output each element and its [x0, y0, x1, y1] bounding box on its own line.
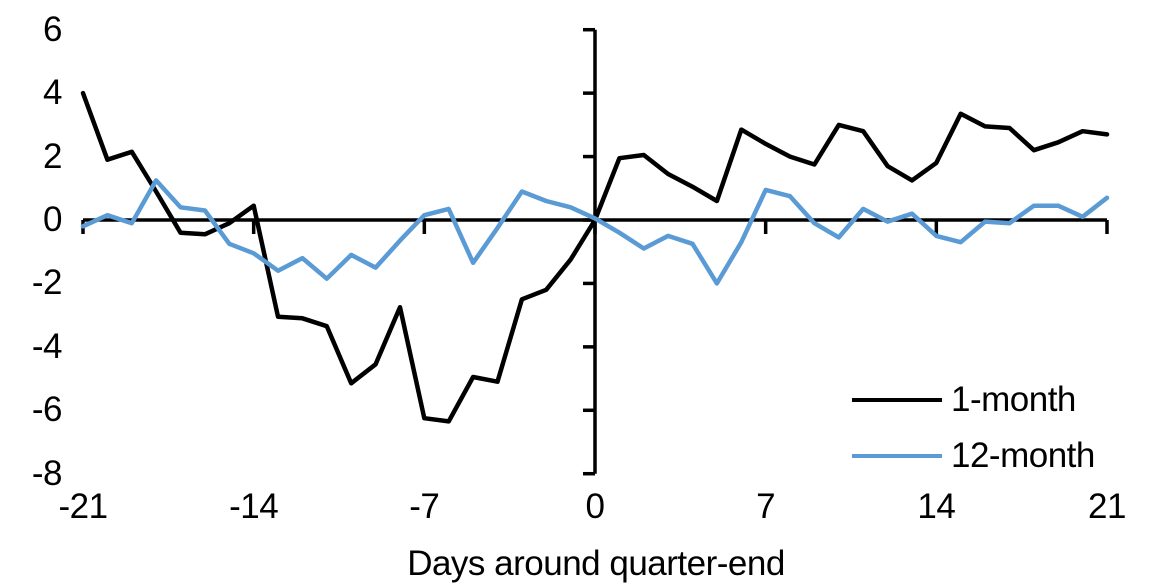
y-tick-label: 0 [43, 200, 62, 239]
x-tick-label: 14 [917, 487, 956, 526]
y-tick-label: -2 [31, 263, 63, 303]
y-tick-label: 2 [43, 136, 62, 176]
y-tick-label: 4 [43, 73, 62, 113]
y-tick-label: -8 [31, 453, 63, 493]
x-tick-label: -14 [229, 487, 279, 526]
y-tick-label: -6 [31, 390, 63, 430]
x-tick-label: -21 [58, 487, 108, 526]
x-tick-label: 21 [1088, 487, 1126, 526]
y-tick-label: 6 [43, 9, 62, 49]
x-axis-title: Days around quarter-end [407, 544, 785, 583]
x-tick-label: 7 [756, 487, 776, 526]
series-line-12-month [80, 178, 1110, 286]
x-tick-label: 0 [585, 487, 605, 526]
x-tick-label: -7 [409, 487, 440, 526]
y-tick-label: -4 [31, 326, 63, 366]
